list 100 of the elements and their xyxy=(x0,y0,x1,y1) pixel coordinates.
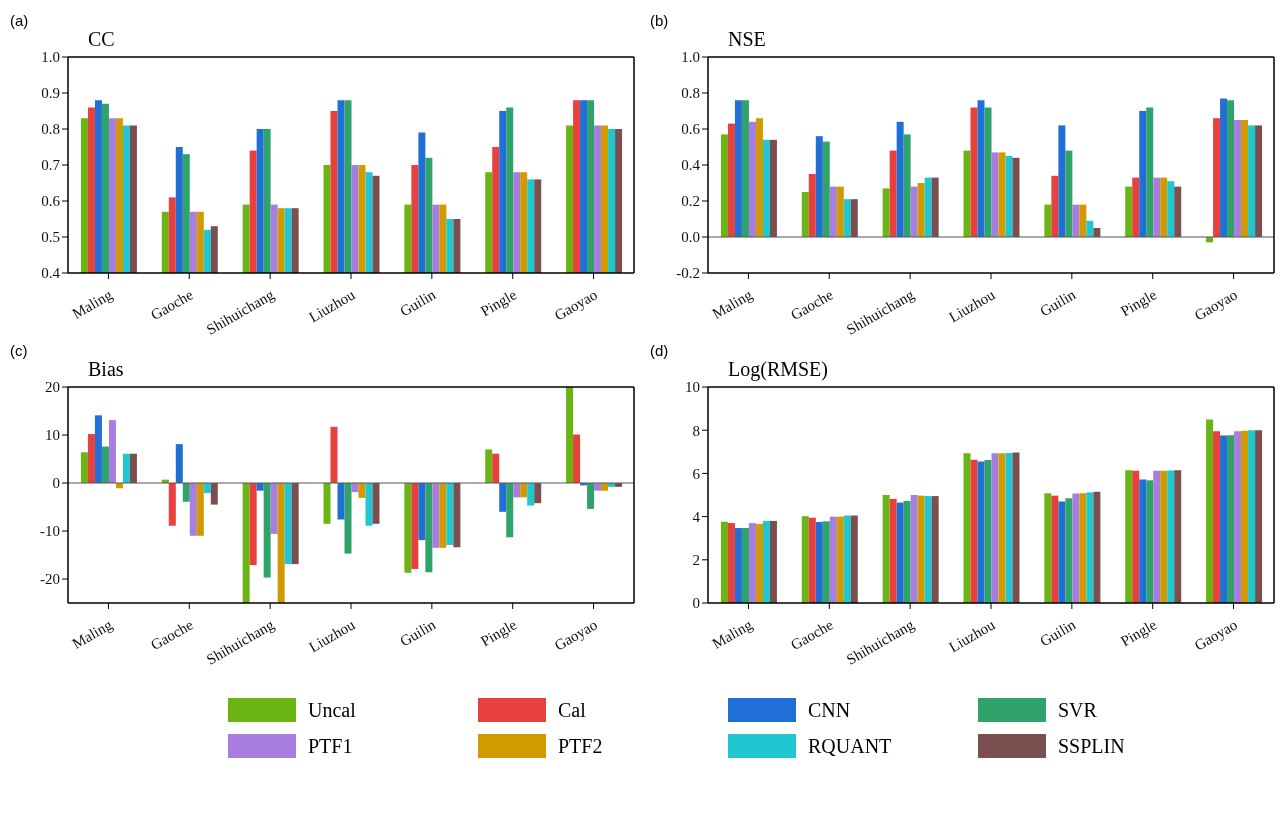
bar xyxy=(843,199,851,237)
bar xyxy=(1248,430,1256,603)
bar xyxy=(1058,125,1066,237)
bar xyxy=(439,483,447,548)
chart-title: CC xyxy=(88,28,115,51)
y-tick-label: 0 xyxy=(52,475,60,492)
bar xyxy=(889,498,897,603)
bar xyxy=(1044,493,1052,603)
bar xyxy=(1125,470,1133,603)
bar xyxy=(808,174,816,237)
bar xyxy=(168,483,176,526)
bar xyxy=(917,495,925,603)
bar xyxy=(850,515,858,603)
bar xyxy=(513,483,521,498)
bar xyxy=(1213,118,1221,237)
bar xyxy=(411,483,419,569)
bar xyxy=(1255,430,1263,603)
bar xyxy=(924,177,932,237)
bar xyxy=(1167,470,1175,603)
bar xyxy=(1005,156,1013,237)
bar xyxy=(372,483,380,524)
bar xyxy=(998,453,1006,603)
bar xyxy=(815,136,823,237)
bar xyxy=(446,483,454,545)
bar xyxy=(1174,470,1182,603)
bar xyxy=(1051,495,1059,603)
bar xyxy=(1174,186,1182,237)
bar xyxy=(344,483,352,554)
y-tick-label: 10 xyxy=(685,379,700,396)
bar xyxy=(769,520,777,603)
bar xyxy=(882,188,890,237)
bar xyxy=(917,183,925,237)
bar xyxy=(931,177,939,237)
bar xyxy=(1160,177,1168,237)
legend-label: PTF1 xyxy=(308,734,353,758)
bar xyxy=(889,150,897,237)
text: (d) xyxy=(650,342,669,359)
bar xyxy=(1234,431,1242,603)
bar xyxy=(323,483,331,524)
y-tick-label: 0.5 xyxy=(41,229,60,246)
bar xyxy=(903,134,911,237)
chart-title: NSE xyxy=(728,28,766,51)
bar xyxy=(843,515,851,603)
bar xyxy=(1146,107,1154,237)
bar xyxy=(748,523,756,603)
bar xyxy=(720,134,728,237)
bar xyxy=(1065,150,1073,237)
bar xyxy=(1139,479,1147,603)
y-tick-label: 2 xyxy=(692,552,700,569)
bar xyxy=(492,453,500,483)
bar xyxy=(506,483,514,538)
bar xyxy=(829,516,837,603)
y-tick-label: 0.8 xyxy=(681,85,700,102)
y-tick-label: 0.4 xyxy=(41,265,61,282)
text: (a) xyxy=(10,12,29,29)
bar xyxy=(836,186,844,237)
bar xyxy=(1079,204,1087,237)
bar xyxy=(1072,493,1080,603)
x-tick-label: Pingle xyxy=(478,616,520,650)
bar xyxy=(924,496,932,603)
bar xyxy=(882,495,890,603)
bar xyxy=(1255,125,1263,237)
bar xyxy=(277,483,285,603)
bar xyxy=(1132,177,1140,237)
bar xyxy=(242,483,250,603)
bar xyxy=(755,523,763,603)
bar xyxy=(566,387,574,483)
y-tick-label: 6 xyxy=(692,465,701,482)
bar xyxy=(270,483,278,534)
legend-label: PTF2 xyxy=(558,734,603,758)
y-tick-label: 0.8 xyxy=(41,121,60,138)
bar xyxy=(587,483,595,509)
bar xyxy=(1146,480,1154,603)
x-tick-label: Guilin xyxy=(397,616,439,650)
y-tick-label: -10 xyxy=(40,523,60,540)
y-tick-label: -0.2 xyxy=(676,265,700,282)
bar xyxy=(80,452,88,483)
x-tick-label: Pingle xyxy=(1118,616,1160,650)
bar xyxy=(984,107,992,237)
bar xyxy=(432,483,440,548)
bar xyxy=(1234,120,1242,237)
y-tick-label: 0.0 xyxy=(681,229,700,246)
bar xyxy=(741,100,749,237)
bar xyxy=(1160,470,1168,603)
y-tick-label: 1.0 xyxy=(41,49,60,66)
bar xyxy=(1241,120,1249,237)
bar xyxy=(720,521,728,603)
bar xyxy=(534,483,542,504)
bar xyxy=(963,150,971,237)
bar xyxy=(1086,220,1094,237)
text: (c) xyxy=(10,342,28,359)
legend-label: SSPLIN xyxy=(1058,734,1125,758)
bar xyxy=(762,139,770,237)
bar xyxy=(727,123,735,237)
text: (b) xyxy=(650,12,669,29)
bar xyxy=(108,420,116,483)
chart-title: Bias xyxy=(88,358,124,381)
bar xyxy=(1125,186,1133,237)
bar xyxy=(896,502,904,603)
bar xyxy=(822,521,830,603)
